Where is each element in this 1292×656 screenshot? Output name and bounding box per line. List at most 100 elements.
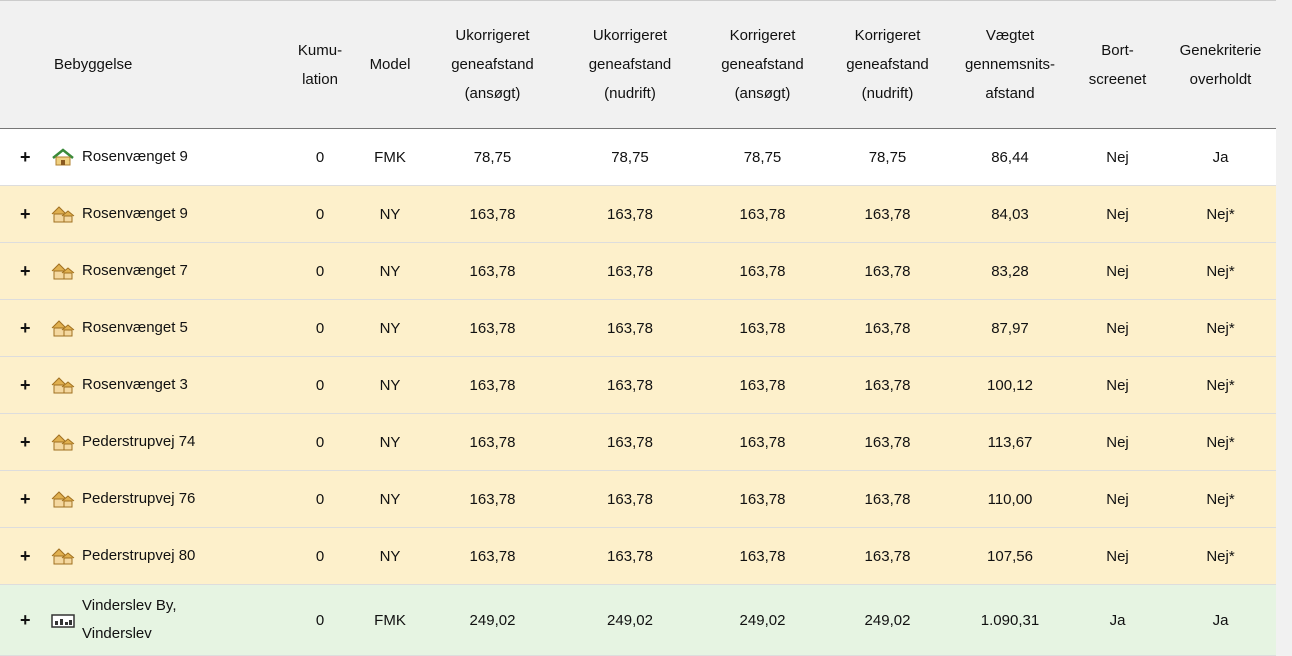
expand-button[interactable]: + [20,545,31,566]
cell-value: Nej* [1165,242,1276,300]
cell-value: 0 [285,242,355,300]
name-wrap: + Vinderslev By, Vinderslev [0,592,285,648]
cell-value: Nej* [1165,299,1276,357]
cell-value: 84,03 [950,185,1070,243]
table-body: + Rosenvænget 9 0 FMK 78,75 78,75 78,75 78,75 86… [0,128,1276,656]
cell-value: 78,75 [425,128,560,186]
cell-value: 163,78 [700,185,825,243]
cell-value: 0 [285,584,355,656]
header-line: afstand [985,85,1035,102]
name-wrap: + Pederstrupvej 80 [0,542,285,570]
table-row: + Pederstrupvej 80 0 NY 163,78 163,78 163,78 16… [0,527,1276,585]
table-row: + Rosenvænget 9 0 FMK 78,75 78,75 78,75 78,75 86… [0,128,1276,186]
table-row: + Pederstrupvej 76 0 NY 163,78 163,78 163,78 16… [0,470,1276,528]
building-name: Pederstrupvej 74 [82,433,196,450]
cell-value: Nej [1070,470,1165,528]
cell-value: 107,56 [950,527,1070,585]
building-name: Rosenvænget 3 [82,376,188,393]
cell-value: FMK [355,584,425,656]
cell-value: 0 [285,299,355,357]
name-wrap: + Rosenvænget 9 [0,143,285,171]
header-line: screenet [1088,70,1147,88]
cell-value: 1.090,31 [950,584,1070,656]
header-line: geneafstand [721,56,804,73]
building-name: Rosenvænget 7 [82,262,188,279]
cell-value: 0 [285,413,355,471]
header-line: Korrigeret [854,27,921,44]
column-header: Korrigeret geneafstand (nudrift) [825,0,950,129]
scrollbar-area [1276,0,1292,656]
header-line: geneafstand [588,56,672,73]
cell-value: 163,78 [425,299,560,357]
cell-value: 163,78 [425,527,560,585]
cell-value: 163,78 [560,356,700,414]
cell-value: 163,78 [425,356,560,414]
header-line: (nudrift) [861,85,914,102]
header-line: Korrigeret [729,27,796,44]
header-line: geneafstand [846,56,929,73]
cell-value: 249,02 [700,584,825,656]
cell-value: NY [355,413,425,471]
cell-value: NY [355,242,425,300]
header-line: (nudrift) [604,85,656,102]
cell-value: 163,78 [560,413,700,471]
header-line: gennemsnits- [964,56,1056,73]
row-icon [52,148,74,166]
name-wrap: + Rosenvænget 9 [0,200,285,228]
cell-value: 163,78 [825,413,950,471]
cell-value: 113,67 [950,413,1070,471]
cell-value: 163,78 [825,242,950,300]
table-row: + Rosenvænget 3 0 NY 163,78 163,78 163,78 163,7… [0,356,1276,414]
name-cell: + Rosenvænget 7 [0,242,285,300]
expand-button[interactable]: + [20,431,31,452]
header-line: Genekriterie [1179,41,1262,59]
header-line: Bebyggelse [54,56,133,73]
row-icon [51,320,75,337]
cell-value: 163,78 [425,413,560,471]
name-wrap: + Rosenvænget 3 [0,371,285,399]
header-line: Bort- [1101,41,1134,59]
cell-value: 83,28 [950,242,1070,300]
cell-value: 163,78 [700,413,825,471]
cell-value: Nej* [1165,413,1276,471]
header-line: overholdt [1189,70,1252,88]
building-name: Pederstrupvej 76 [82,490,196,507]
expand-button[interactable]: + [20,609,31,630]
building-name: Vinderslev By, Vinderslev [82,597,177,642]
expand-button[interactable]: + [20,260,31,281]
cell-value: 163,78 [825,356,950,414]
cell-value: 163,78 [700,527,825,585]
cell-value: Nej [1070,413,1165,471]
cell-value: 163,78 [825,527,950,585]
row-icon [51,263,75,280]
cell-value: 0 [285,128,355,186]
cell-value: 163,78 [700,299,825,357]
name-cell: + Rosenvænget 5 [0,299,285,357]
row-icon [51,548,75,565]
expand-button[interactable]: + [20,317,31,338]
cell-value: 0 [285,185,355,243]
cell-value: 163,78 [560,242,700,300]
expand-button[interactable]: + [20,203,31,224]
expand-button[interactable]: + [20,374,31,395]
cell-value: 249,02 [825,584,950,656]
cell-value: NY [355,470,425,528]
expand-button[interactable]: + [20,488,31,509]
cell-value: 163,78 [825,185,950,243]
cell-value: 163,78 [825,470,950,528]
header-line: lation [302,70,338,88]
header-line: (ansøgt) [734,85,791,102]
building-name: Pederstrupvej 80 [82,547,196,564]
name-wrap: + Pederstrupvej 76 [0,485,285,513]
cell-value: 86,44 [950,128,1070,186]
cell-value: Ja [1070,584,1165,656]
name-wrap: + Rosenvænget 5 [0,314,285,342]
row-icon [51,377,75,394]
column-header: Vægtet gennemsnits-afstand [950,0,1070,129]
expand-button[interactable]: + [20,146,31,167]
name-wrap: + Pederstrupvej 74 [0,428,285,456]
cell-value: Nej [1070,128,1165,186]
cell-value: 0 [285,527,355,585]
cell-value: 110,00 [950,470,1070,528]
